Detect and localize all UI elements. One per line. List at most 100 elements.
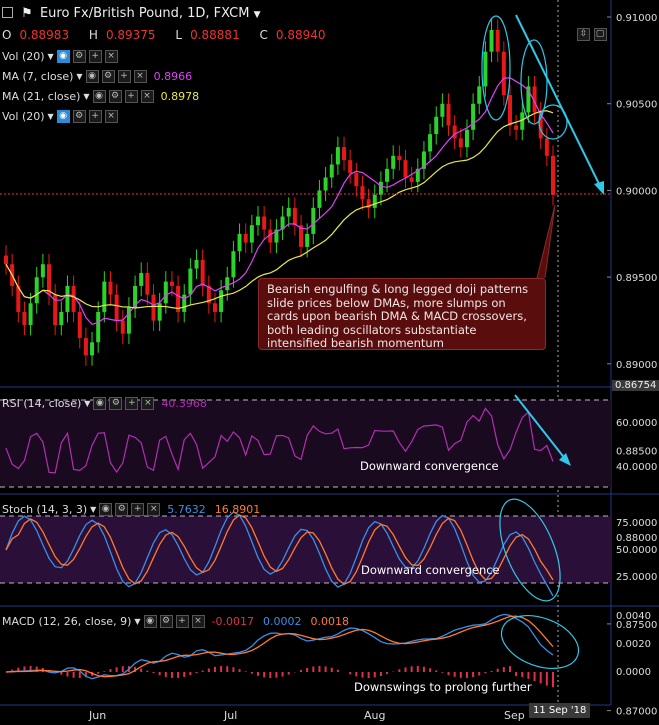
candle-body <box>262 216 267 230</box>
time-axis-label: Jul <box>223 709 237 722</box>
maximize-pane-icon[interactable]: ▢ <box>593 28 607 41</box>
time-axis-label: Aug <box>364 709 385 722</box>
plus-icon[interactable]: + <box>131 503 145 516</box>
candle-body <box>520 112 525 130</box>
stoch-note: Downward convergence <box>361 563 500 577</box>
candle-body <box>342 147 347 161</box>
candle-body <box>489 30 494 52</box>
close-icon[interactable]: × <box>104 110 118 123</box>
candle-body <box>372 194 377 208</box>
indicator-label: RSI (14, close) <box>2 397 82 410</box>
candle-body <box>366 199 371 208</box>
candle-body <box>4 255 8 265</box>
candle-body <box>268 229 273 243</box>
stoch-k-value: 5.7632 <box>167 503 206 516</box>
eye-icon[interactable]: ◉ <box>93 397 107 410</box>
candle-body <box>538 112 543 139</box>
indicator-stoch[interactable]: Stoch (14, 3, 3) ▼ ◉ ⚙ + × 5.7632 16.8901 <box>2 503 261 516</box>
candle-body <box>194 259 199 269</box>
candle-body <box>22 311 27 325</box>
eye-icon[interactable]: ◉ <box>99 503 113 516</box>
eye-icon[interactable]: ◉ <box>92 90 106 103</box>
close-icon[interactable]: × <box>147 503 161 516</box>
plus-icon[interactable]: + <box>88 50 102 63</box>
candle-body <box>212 303 217 312</box>
candle-body <box>83 337 88 356</box>
candle-body <box>28 303 33 325</box>
high-value: 0.89375 <box>105 28 156 42</box>
price-tick-label: 0.90000 <box>616 186 657 197</box>
eye-icon[interactable]: ◉ <box>143 615 157 628</box>
plus-icon[interactable]: + <box>125 397 139 410</box>
price-tick-label: 0.89000 <box>616 360 657 371</box>
eye-icon[interactable]: ◉ <box>56 50 70 63</box>
close-label: C <box>259 28 268 42</box>
close-icon[interactable]: × <box>133 70 147 83</box>
candle-body <box>53 294 58 325</box>
eye-icon[interactable]: ◉ <box>56 110 70 123</box>
candle-body <box>397 155 402 161</box>
pane-controls[interactable]: ⇳ ▢ <box>577 26 607 41</box>
stoch-tick-label: 75.0000 <box>616 518 657 529</box>
gear-icon[interactable]: ⚙ <box>72 50 86 63</box>
plus-icon[interactable]: + <box>175 615 189 628</box>
symbol-header[interactable]: ⚑ Euro Fx/British Pound, 1D, FXCM ▼ <box>2 6 260 21</box>
stoch-band <box>0 516 611 583</box>
candle-body <box>409 177 414 182</box>
candle-body <box>231 251 236 278</box>
plus-icon[interactable]: + <box>124 90 138 103</box>
price-tick-label: 0.90500 <box>616 100 657 111</box>
price-tick-label: 0.89500 <box>616 273 657 284</box>
candle-body <box>47 264 52 295</box>
eye-icon[interactable]: ◉ <box>85 70 99 83</box>
chevron-down-icon[interactable]: ▼ <box>253 10 261 20</box>
indicator-rsi[interactable]: RSI (14, close) ▼ ◉ ⚙ + × 40.3968 <box>2 397 207 410</box>
gear-icon[interactable]: ⚙ <box>72 110 86 123</box>
rsi-line <box>5 407 554 474</box>
candle-body <box>120 320 125 334</box>
price-tick-label: 0.87500 <box>616 620 657 631</box>
indicator-vol-1[interactable]: Vol (20) ▼ ◉ ⚙ + × <box>2 50 118 63</box>
candle-body <box>507 95 512 126</box>
annotation-callout[interactable]: Bearish engulfing & long legged doji pat… <box>258 278 546 350</box>
rsi-tick-label: 60.0000 <box>616 418 657 429</box>
indicator-ma7[interactable]: MA (7, close) ▼ ◉ ⚙ + × 0.8966 <box>2 70 193 83</box>
plus-icon[interactable]: + <box>88 110 102 123</box>
close-icon[interactable]: × <box>191 615 205 628</box>
indicator-label: MA (21, close) <box>2 90 81 103</box>
close-icon[interactable]: × <box>140 90 154 103</box>
indicator-macd[interactable]: MACD (12, 26, close, 9) ▼ ◉ ⚙ + × -0.0017 0.… <box>2 615 349 628</box>
candle-body <box>335 147 340 165</box>
gear-icon[interactable]: ⚙ <box>108 90 122 103</box>
gear-icon[interactable]: ⚙ <box>109 397 123 410</box>
candle-body <box>102 281 107 312</box>
close-icon[interactable]: × <box>141 397 155 410</box>
candle-body <box>145 272 150 295</box>
plus-icon[interactable]: + <box>117 70 131 83</box>
gear-icon[interactable]: ⚙ <box>101 70 115 83</box>
indicator-ma21[interactable]: MA (21, close) ▼ ◉ ⚙ + × 0.8978 <box>2 90 200 103</box>
candle-body <box>495 30 500 52</box>
gear-icon[interactable]: ⚙ <box>115 503 129 516</box>
indicator-label: Stoch (14, 3, 3) <box>2 503 88 516</box>
price-tick-label: 0.88500 <box>616 447 657 458</box>
collapse-icon[interactable] <box>2 7 13 18</box>
collapse-pane-icon[interactable]: ⇳ <box>577 28 590 41</box>
candle-body <box>403 160 408 178</box>
close-icon[interactable]: × <box>104 50 118 63</box>
candle-body <box>483 51 488 87</box>
candle-body <box>311 207 316 234</box>
rsi-trend-arrow <box>514 394 567 461</box>
gear-icon[interactable]: ⚙ <box>159 615 173 628</box>
indicator-vol-2[interactable]: Vol (20) ▼ ◉ ⚙ + × <box>2 110 118 123</box>
highlight-ellipse <box>520 39 548 125</box>
open-value: 0.88983 <box>19 28 70 42</box>
candle-body <box>77 311 82 338</box>
current-date-flag: 11 Sep '18 <box>529 703 591 718</box>
candle-body <box>378 181 383 195</box>
candle-body <box>163 281 168 304</box>
time-axis-label: Jun <box>88 709 106 722</box>
candle-body <box>458 138 463 148</box>
macd-note: Downswings to prolong further <box>354 680 532 694</box>
